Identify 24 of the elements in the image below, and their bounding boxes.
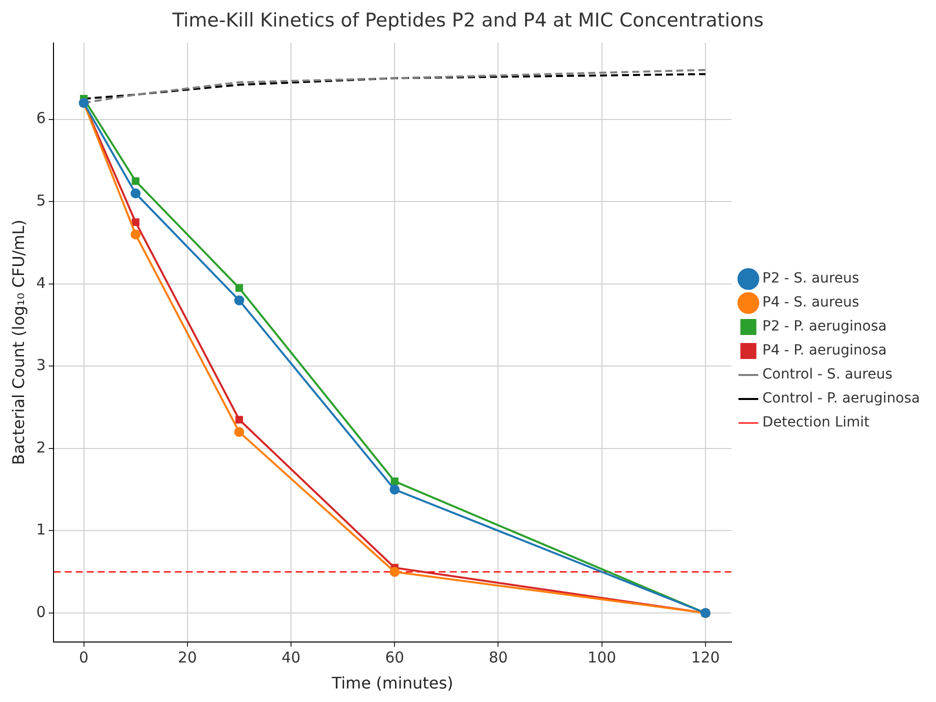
x-axis-title: Time (minutes) — [330, 674, 454, 693]
legend-label: P4 - P. aeruginosa — [762, 342, 887, 359]
chart-title: Time-Kill Kinetics of Peptides P2 and P4 at MIC Concentrations — [171, 9, 764, 32]
y-tick-label: 4 — [36, 274, 46, 292]
y-tick-label: 1 — [36, 520, 46, 539]
y-tick-label: 3 — [36, 356, 46, 374]
x-tick-label: 120 — [691, 648, 720, 667]
y-tick-label: 0 — [36, 602, 46, 621]
x-tick-label: 60 — [385, 648, 404, 667]
y-axis-title: Bacterial Count (log₁₀ CFU/mL) — [8, 220, 28, 466]
x-tick-label: 100 — [588, 648, 616, 667]
legend-label: P2 - P. aeruginosa — [762, 318, 887, 335]
x-tick-label: 0 — [79, 648, 89, 667]
legend-label: P2 - S. aureus — [762, 270, 860, 287]
legend-label: Control - S. aureus — [762, 366, 892, 383]
y-tick-label: 5 — [36, 191, 46, 210]
x-tick-label: 20 — [178, 648, 197, 667]
y-tick-label: 6 — [36, 109, 46, 128]
x-tick-label: 80 — [488, 648, 508, 667]
legend-label: Control - P. aeruginosa — [762, 390, 920, 407]
legend-label: Detection Limit — [762, 414, 870, 431]
y-tick-label: 2 — [36, 438, 46, 456]
legend-label: P4 - S. aureus — [762, 294, 860, 311]
x-tick-label: 40 — [281, 648, 301, 667]
